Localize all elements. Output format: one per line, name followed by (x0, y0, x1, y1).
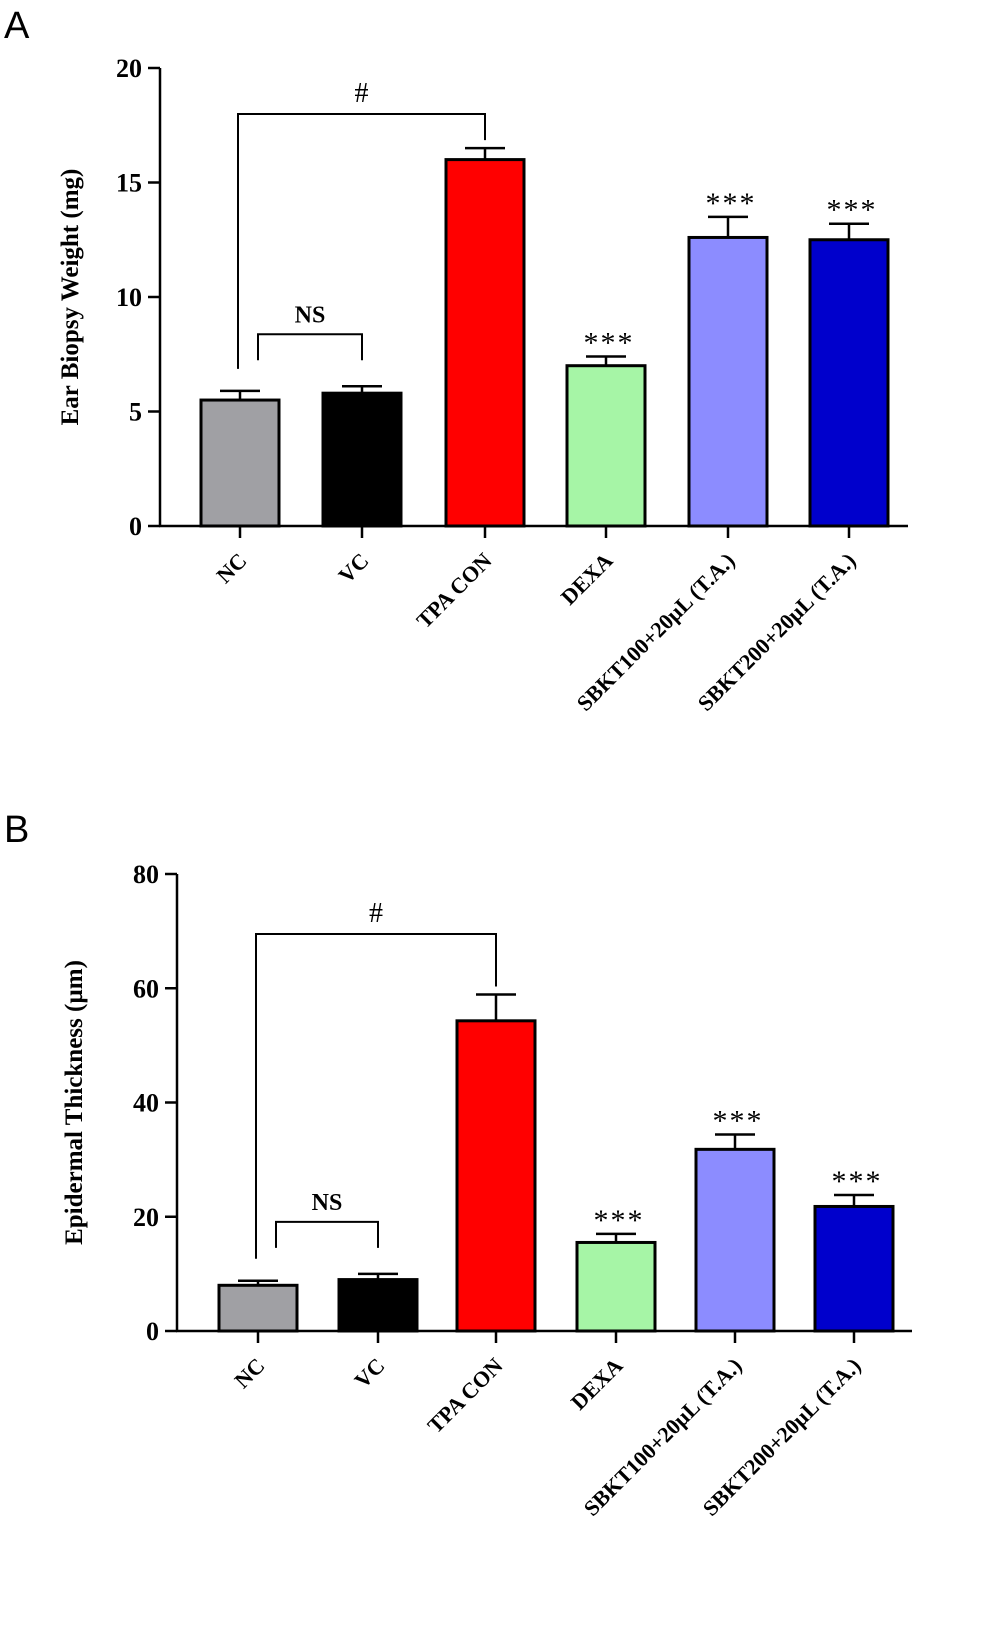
significance-bracket (255, 933, 497, 1259)
x-tick-label: NC (211, 548, 251, 588)
bar (565, 364, 647, 528)
y-tick-label: 60 (133, 974, 159, 1003)
panel-b: B 0 20 40 60 80 Epidermal Thickness (µm) NC VC TP… (4, 809, 912, 1521)
x-tick-label: TPA CON (422, 1353, 507, 1438)
y-tick-label: 15 (116, 169, 142, 198)
y-tick-label: 20 (116, 54, 142, 83)
bracket-label: # (355, 78, 369, 109)
x-tick-label: DEXA (566, 1353, 628, 1415)
significance-stars: *** (832, 1165, 883, 1198)
bracket-label: NS (295, 302, 326, 328)
bar (337, 1278, 419, 1333)
y-axis-title: Epidermal Thickness (µm) (61, 960, 88, 1245)
significance-stars: *** (713, 1104, 764, 1137)
y-tick-label: 5 (129, 398, 142, 427)
x-tick-label: TPA CON (411, 548, 496, 633)
significance-stars: *** (584, 327, 635, 360)
significance-bracket (237, 113, 486, 369)
significance-bracket (275, 1220, 379, 1248)
bar (321, 391, 403, 528)
bar (813, 1204, 895, 1333)
significance-stars: *** (594, 1204, 645, 1237)
significance-stars: *** (706, 187, 757, 220)
bar (687, 235, 769, 528)
y-tick-label: 40 (133, 1089, 159, 1118)
significance-bracket (257, 333, 363, 361)
bracket-label: NS (312, 1190, 343, 1216)
y-tick-label: 0 (146, 1317, 159, 1346)
y-tick-label: 10 (116, 283, 142, 312)
x-tick-label: NC (229, 1353, 269, 1393)
bar (199, 398, 281, 528)
significance-stars: *** (827, 194, 878, 227)
x-tick-label: VC (333, 548, 373, 588)
panel-a: A 0 5 10 15 20 Ear Biopsy Weight (mg) NC VC TPA C… (4, 5, 908, 716)
x-tick-label: VC (349, 1353, 389, 1393)
y-tick-label: 80 (133, 860, 159, 889)
bar (808, 238, 890, 528)
y-tick-label: 20 (133, 1203, 159, 1232)
bar (694, 1147, 776, 1333)
y-axis-title: Ear Biopsy Weight (mg) (57, 169, 84, 426)
bar (444, 158, 526, 528)
x-tick-label: DEXA (556, 548, 618, 610)
bracket-label: # (369, 898, 383, 929)
panel-letter: A (4, 5, 30, 47)
bar (217, 1283, 299, 1333)
bar (455, 1019, 537, 1333)
panel-letter: B (4, 809, 29, 851)
y-tick-label: 0 (129, 512, 142, 541)
bar (575, 1240, 657, 1333)
